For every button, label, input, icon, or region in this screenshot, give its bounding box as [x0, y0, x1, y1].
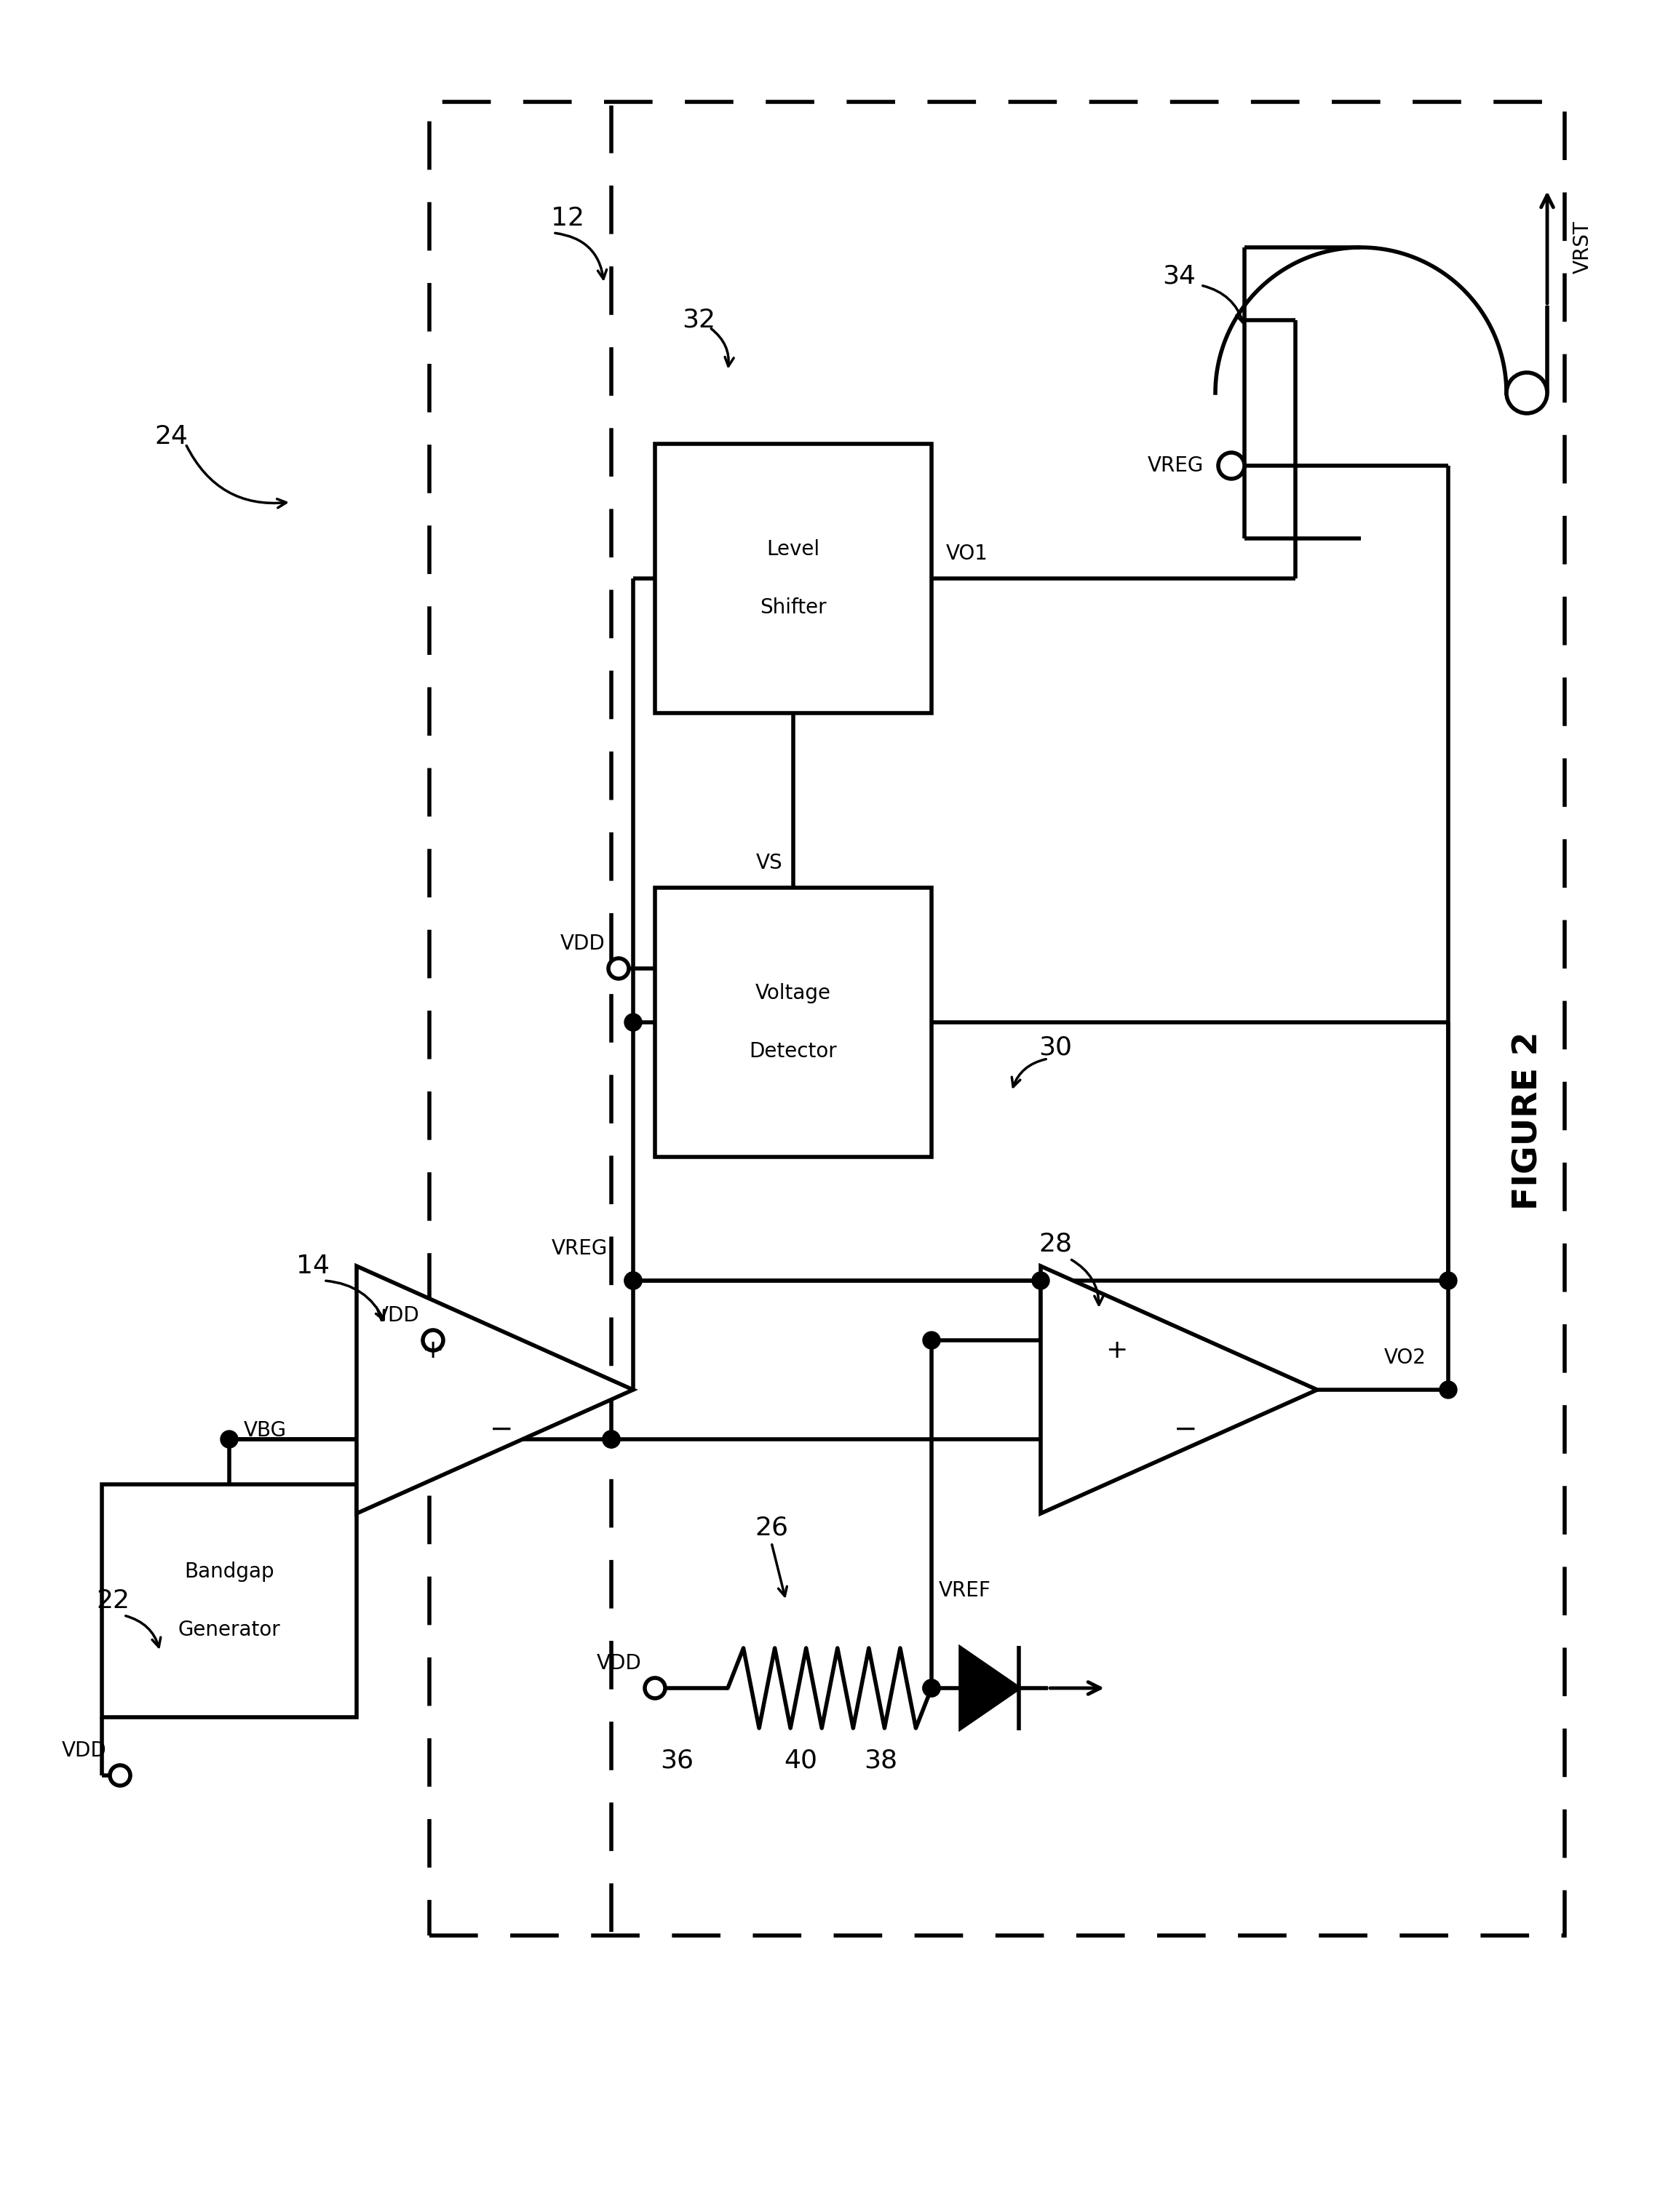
Circle shape: [602, 1431, 620, 1449]
Text: Bandgap: Bandgap: [183, 1562, 274, 1582]
Text: VO1: VO1: [946, 544, 987, 564]
Circle shape: [422, 1329, 444, 1352]
Bar: [102, 1484, 357, 1717]
Polygon shape: [1041, 1265, 1318, 1513]
Circle shape: [1439, 1380, 1456, 1398]
Text: VBG: VBG: [244, 1420, 287, 1440]
Circle shape: [922, 1679, 941, 1697]
Circle shape: [1032, 1272, 1049, 1290]
Text: VREG: VREG: [552, 1239, 607, 1259]
Circle shape: [602, 1431, 620, 1449]
Text: 32: 32: [682, 307, 716, 332]
Text: VREF: VREF: [939, 1579, 991, 1601]
Text: Detector: Detector: [749, 1042, 837, 1062]
Circle shape: [110, 1765, 130, 1785]
Polygon shape: [961, 1648, 1019, 1728]
Text: 38: 38: [864, 1747, 897, 1774]
Text: +: +: [1106, 1338, 1128, 1363]
Circle shape: [646, 1679, 666, 1699]
Text: Level: Level: [767, 540, 821, 560]
Circle shape: [624, 1272, 642, 1290]
Bar: [656, 445, 931, 712]
Circle shape: [922, 1679, 941, 1697]
Circle shape: [220, 1431, 239, 1449]
Circle shape: [609, 958, 629, 978]
Text: 26: 26: [754, 1515, 789, 1540]
Text: Shifter: Shifter: [761, 597, 827, 617]
Bar: [429, 102, 1565, 1936]
Text: VDD: VDD: [560, 933, 605, 953]
Text: VDD: VDD: [597, 1652, 642, 1674]
Text: FIGURE 2: FIGURE 2: [1511, 1031, 1545, 1210]
Text: 28: 28: [1039, 1232, 1073, 1256]
Text: 24: 24: [153, 425, 188, 449]
Circle shape: [1218, 453, 1244, 478]
Text: −: −: [1174, 1416, 1198, 1442]
Circle shape: [624, 1272, 642, 1290]
Text: Voltage: Voltage: [756, 982, 831, 1004]
Text: −: −: [490, 1416, 514, 1442]
Circle shape: [922, 1332, 941, 1349]
Text: 40: 40: [784, 1747, 817, 1774]
Bar: [656, 887, 931, 1157]
Text: VREG: VREG: [1148, 456, 1204, 476]
Text: VS: VS: [756, 854, 782, 874]
Text: VDD: VDD: [375, 1305, 420, 1325]
Polygon shape: [357, 1265, 634, 1513]
Text: Generator: Generator: [178, 1619, 280, 1639]
Text: VDD: VDD: [62, 1741, 107, 1761]
Text: VO2: VO2: [1384, 1347, 1426, 1367]
Circle shape: [1439, 1272, 1456, 1290]
Text: 34: 34: [1163, 263, 1196, 290]
Text: 22: 22: [97, 1588, 130, 1613]
Circle shape: [624, 1013, 642, 1031]
Text: +: +: [422, 1338, 444, 1363]
Text: 36: 36: [661, 1747, 694, 1774]
Text: 30: 30: [1039, 1035, 1073, 1060]
Text: 14: 14: [297, 1254, 330, 1279]
Text: 12: 12: [550, 206, 584, 230]
Circle shape: [1506, 372, 1548, 414]
Text: VRST: VRST: [1573, 221, 1593, 274]
